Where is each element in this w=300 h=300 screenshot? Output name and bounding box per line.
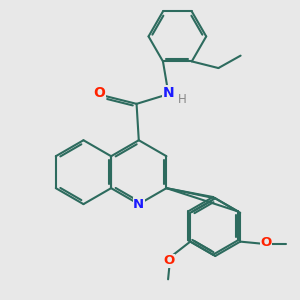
Text: O: O	[260, 236, 272, 249]
Text: N: N	[163, 86, 174, 100]
Text: N: N	[133, 198, 144, 211]
Text: O: O	[163, 254, 174, 267]
Text: O: O	[93, 86, 105, 100]
Text: H: H	[177, 93, 186, 106]
